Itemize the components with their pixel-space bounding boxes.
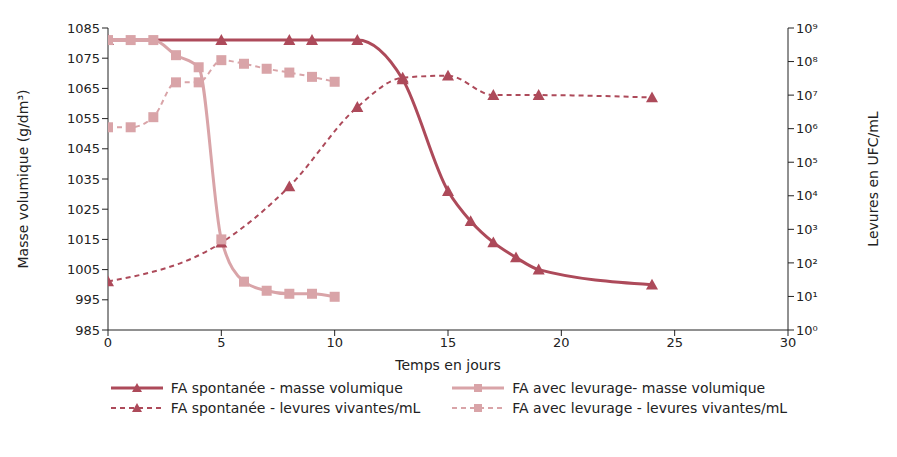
svg-text:1035: 1035 [67, 172, 100, 187]
svg-text:985: 985 [75, 323, 100, 338]
html-text:FA avec levurage - levures viv: FA avec levurage - levures vivantes/mL [512, 400, 788, 416]
svg-text:Masse volumique (g/dm³): Masse volumique (g/dm³) [15, 90, 31, 269]
svg-text:1085: 1085 [67, 21, 100, 36]
svg-text:10¹: 10¹ [796, 289, 818, 304]
svg-text:Levures en UFC/mL: Levures en UFC/mL [865, 111, 881, 246]
svg-text:0: 0 [104, 335, 112, 350]
html-text:FA spontanée - levures vivante: FA spontanée - levures vivantes/mL [170, 400, 421, 416]
svg-text:10⁵: 10⁵ [796, 155, 818, 170]
svg-text:995: 995 [75, 292, 100, 307]
svg-text:30: 30 [780, 335, 797, 350]
svg-text:10⁰: 10⁰ [796, 323, 818, 338]
svg-text:1075: 1075 [67, 51, 100, 66]
svg-text:25: 25 [666, 335, 683, 350]
html-text:FA spontanée - masse volumique: FA spontanée - masse volumique [170, 380, 403, 396]
svg-text:1065: 1065 [67, 81, 100, 96]
svg-text:10⁸: 10⁸ [796, 54, 818, 69]
svg-text:1055: 1055 [67, 111, 100, 126]
svg-text:1025: 1025 [67, 202, 100, 217]
svg-text:10⁹: 10⁹ [796, 21, 818, 36]
svg-text:1005: 1005 [67, 262, 100, 277]
svg-text:1015: 1015 [67, 232, 100, 247]
svg-text:10: 10 [326, 335, 343, 350]
svg-text:20: 20 [553, 335, 570, 350]
svg-text:10⁶: 10⁶ [796, 121, 818, 136]
svg-text:10⁷: 10⁷ [796, 88, 818, 103]
svg-text:1045: 1045 [67, 141, 100, 156]
svg-text:10³: 10³ [796, 222, 818, 237]
html-text:FA avec levurage- masse volumi: FA avec levurage- masse volumique [512, 380, 766, 396]
svg-text:5: 5 [217, 335, 225, 350]
svg-text:10²: 10² [796, 256, 818, 271]
svg-text:15: 15 [440, 335, 457, 350]
svg-text:10⁴: 10⁴ [796, 188, 818, 203]
svg-text:Temps en jours: Temps en jours [394, 357, 500, 373]
